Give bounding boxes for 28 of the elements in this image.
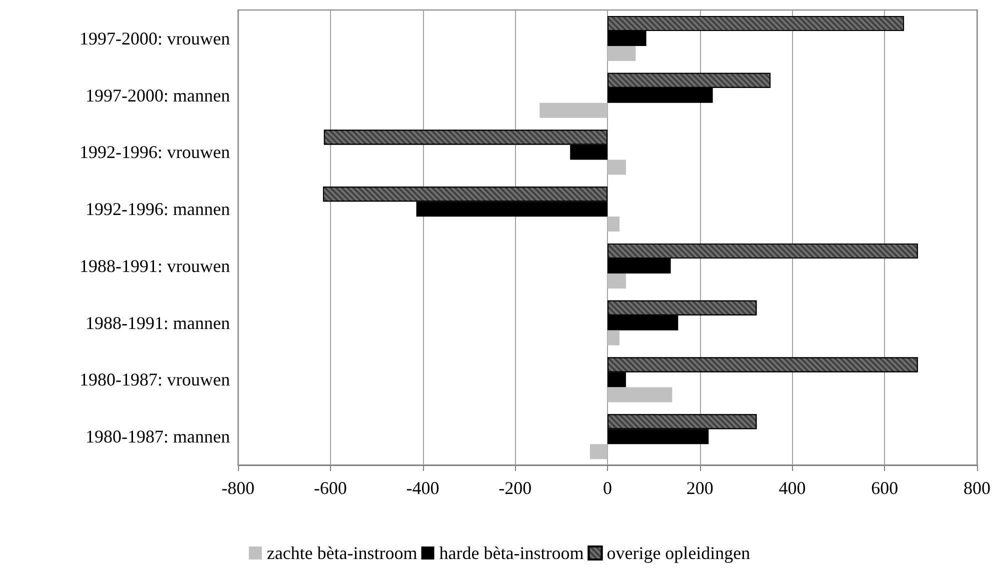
- y-tick-label: 1997-2000: mannen: [86, 85, 230, 106]
- legend-label: zachte bèta-instroom: [266, 543, 418, 563]
- y-tick-label: 1997-2000: vrouwen: [80, 28, 230, 48]
- x-tick-label: 0: [603, 478, 612, 498]
- y-tick-label: 1988-1991: vrouwen: [80, 256, 230, 276]
- legend-label: overige opleidingen: [606, 543, 750, 563]
- y-tick-label: 1980-1987: vrouwen: [80, 370, 230, 390]
- bar: [608, 216, 620, 232]
- y-tick-label: 1988-1991: mannen: [86, 312, 230, 333]
- x-tick-label: -200: [498, 478, 532, 498]
- legend-label: harde bèta-instroom: [439, 543, 584, 563]
- bar: [608, 330, 620, 346]
- y-tick-label: 1992-1996: vrouwen: [80, 142, 230, 162]
- bar: [540, 102, 608, 118]
- bar: [608, 273, 626, 288]
- x-tick-label: 200: [686, 478, 714, 498]
- bar: [590, 444, 608, 460]
- bar: [608, 160, 626, 175]
- bar: [608, 387, 672, 402]
- x-tick-label: -600: [314, 478, 347, 498]
- y-tick-label: 1992-1996: mannen: [86, 199, 230, 220]
- x-tick-label: 600: [871, 478, 898, 498]
- x-tick-label: -400: [406, 478, 440, 498]
- bar: [608, 46, 636, 61]
- x-tick-label: 800: [964, 478, 990, 498]
- x-tick-label: 400: [778, 478, 806, 498]
- x-tick-label: -800: [222, 478, 254, 498]
- y-tick-label: 1980-1987: mannen: [86, 426, 230, 447]
